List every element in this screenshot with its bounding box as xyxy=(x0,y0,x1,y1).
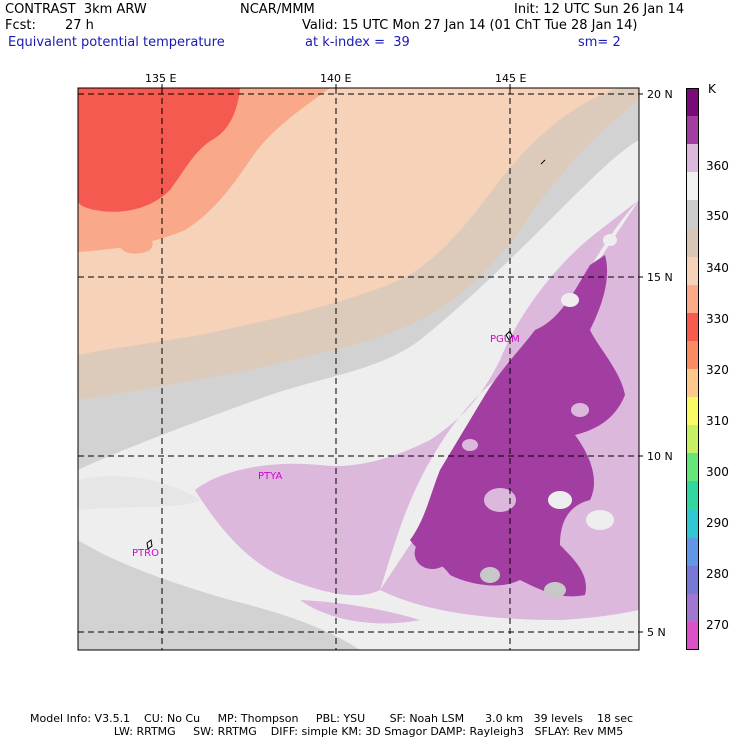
colorbar-swatch xyxy=(686,481,699,510)
cell-6 xyxy=(571,403,589,417)
colorbar-label-360: 360 xyxy=(706,159,729,173)
smoothing-label: sm= 2 xyxy=(578,35,621,50)
footer-line-1: Model Info: V3.5.1 CU: No Cu MP: Thompso… xyxy=(30,712,634,725)
band-365 xyxy=(410,255,625,597)
cell-7 xyxy=(462,439,478,451)
colorbar-swatch xyxy=(686,621,699,651)
valid-time: Valid: 15 UTC Mon 27 Jan 14 (01 ChT Tue … xyxy=(302,18,638,33)
lat-label-15: 15 N xyxy=(647,271,673,284)
colorbar-label-280: 280 xyxy=(706,567,729,581)
lon-label-140: 140 E xyxy=(320,72,352,85)
band-335-patch xyxy=(119,236,153,254)
cell-3 xyxy=(586,510,614,530)
colorbar-swatch xyxy=(686,284,699,314)
lat-lon-grid xyxy=(78,88,639,650)
lat-label-5: 5 N xyxy=(647,626,666,639)
axis-ticks xyxy=(161,84,643,633)
band-330 xyxy=(78,88,240,212)
colorbar-label-350: 350 xyxy=(706,209,729,223)
cell-8 xyxy=(603,234,617,246)
colorbar-swatch xyxy=(686,312,699,342)
lon-label-135: 135 E xyxy=(145,72,177,85)
colorbar-label-330: 330 xyxy=(706,312,729,326)
model-title: CONTRAST 3km ARW xyxy=(5,2,147,17)
colorbar-swatch xyxy=(686,565,699,595)
colorbar-unit: K xyxy=(708,82,716,96)
forecast-label: Fcst: xyxy=(5,18,36,33)
colorbar-swatch xyxy=(686,425,699,454)
lon-label-145: 145 E xyxy=(495,72,527,85)
colorbar-swatch xyxy=(686,537,699,567)
footer-line-2: LW: RRTMG SW: RRTMG DIFF: simple KM: 3D … xyxy=(30,725,624,738)
colorbar-swatch xyxy=(686,88,699,117)
colorbar-frame xyxy=(686,88,699,650)
guam-outline xyxy=(505,330,513,341)
station-ptya: PTYA xyxy=(258,471,282,482)
colorbar-label-310: 310 xyxy=(706,414,729,428)
colorbar-swatch xyxy=(686,397,699,426)
island-outline xyxy=(540,159,546,165)
colorbar-label-320: 320 xyxy=(706,363,729,377)
cell-2 xyxy=(548,491,572,509)
cell-4 xyxy=(480,567,500,583)
field-name: Equivalent potential temperature xyxy=(8,35,225,50)
palau-outline xyxy=(146,539,153,550)
band-350-lower xyxy=(78,540,360,650)
colorbar-swatch xyxy=(686,144,699,173)
cell-5 xyxy=(544,582,566,598)
colorbar-swatch xyxy=(686,509,699,539)
map-frame xyxy=(77,87,640,651)
colorbar-swatch xyxy=(686,116,699,145)
colorbar-label-290: 290 xyxy=(706,516,729,530)
band-365-patch xyxy=(414,529,449,570)
colorbar-label-270: 270 xyxy=(706,618,729,632)
station-ptro: PTRO xyxy=(132,548,159,559)
colorbar-swatch xyxy=(686,340,699,370)
colorbar-swatch xyxy=(686,228,699,258)
cell-1 xyxy=(484,488,516,512)
band-360-patch xyxy=(300,600,420,624)
colorbar-label-340: 340 xyxy=(706,261,729,275)
colorbar-swatch xyxy=(686,172,699,201)
forecast-hour: 27 h xyxy=(65,18,94,33)
colorbar-swatch xyxy=(686,256,699,286)
level-label: at k-index = 39 xyxy=(305,35,410,50)
colorbar-swatch xyxy=(686,453,699,482)
colorbar-swatch xyxy=(686,593,699,623)
station-pgum: PGUM xyxy=(490,334,520,345)
lat-label-10: 10 N xyxy=(647,450,673,463)
band-355-patch xyxy=(78,476,200,510)
colorbar-label-300: 300 xyxy=(706,465,729,479)
lat-label-20: 20 N xyxy=(647,88,673,101)
colorbar-swatch xyxy=(686,369,699,398)
init-time: Init: 12 UTC Sun 26 Jan 14 xyxy=(514,2,685,17)
colorbar-swatch xyxy=(686,200,699,229)
center-label: NCAR/MMM xyxy=(240,2,315,17)
cell-9 xyxy=(561,293,579,307)
